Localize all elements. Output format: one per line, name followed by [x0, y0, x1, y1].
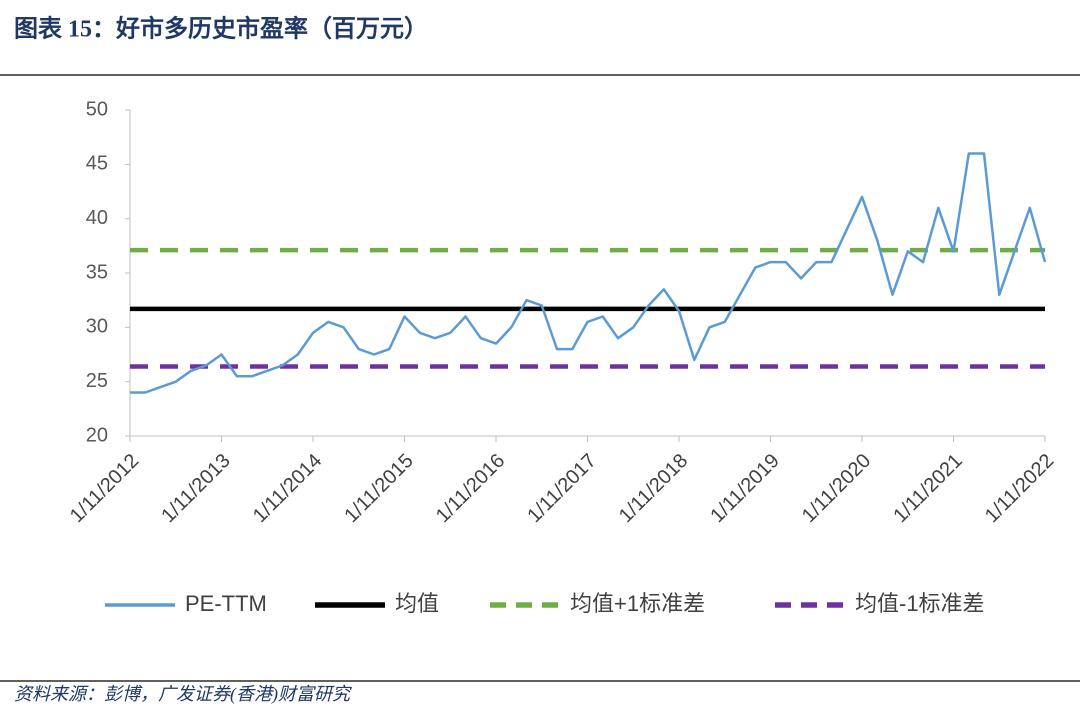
x-tick-label: 1/11/2020 — [798, 450, 875, 527]
x-tick-label: 1/11/2017 — [523, 450, 600, 527]
y-tick-label: 50 — [86, 98, 108, 120]
y-tick-label: 25 — [86, 370, 108, 392]
x-tick-label: 1/11/2021 — [889, 450, 966, 527]
legend-label: 均值-1标准差 — [855, 591, 985, 616]
y-tick-label: 20 — [86, 424, 108, 446]
x-tick-label: 1/11/2013 — [157, 450, 234, 527]
y-tick-label: 45 — [86, 153, 108, 175]
y-tick-label: 30 — [86, 316, 108, 338]
chart-title: 图表 15：好市多历史市盈率（百万元） — [14, 15, 428, 43]
y-tick-label: 40 — [86, 207, 108, 229]
legend-label: 均值+1标准差 — [570, 591, 705, 616]
x-tick-label: 1/11/2019 — [706, 450, 783, 527]
legend-label: 均值 — [395, 591, 439, 616]
x-tick-label: 1/11/2016 — [432, 450, 509, 527]
x-tick-label: 1/11/2014 — [249, 450, 326, 527]
legend-label: PE-TTM — [185, 591, 267, 616]
x-tick-label: 1/11/2012 — [66, 450, 143, 527]
x-tick-label: 1/11/2022 — [981, 450, 1058, 527]
x-tick-label: 1/11/2015 — [340, 450, 417, 527]
x-tick-label: 1/11/2018 — [615, 450, 692, 527]
data-line — [130, 152, 1047, 394]
source: 资料来源：彭博，广发证券(香港)财富研究 — [14, 684, 352, 705]
y-tick-label: 35 — [86, 261, 108, 283]
